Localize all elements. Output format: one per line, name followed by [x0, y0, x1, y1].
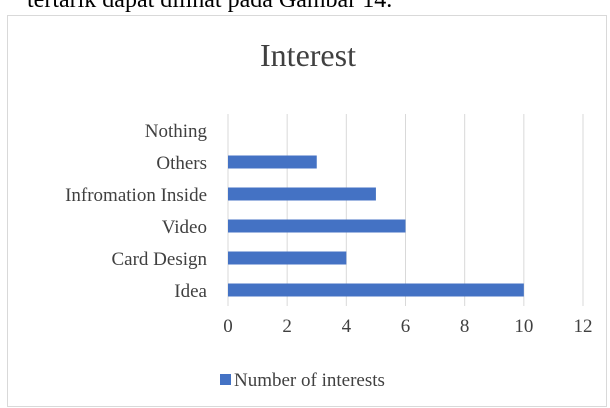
category-label: Card Design	[111, 249, 207, 270]
bar-others	[228, 155, 317, 169]
category-label: Others	[156, 153, 207, 174]
bars	[228, 155, 524, 297]
legend-label: Number of interests	[234, 370, 385, 391]
x-tick-label: 6	[401, 316, 411, 337]
x-tick-label: 2	[282, 316, 292, 337]
x-tick-label: 0	[223, 316, 233, 337]
legend-swatch	[220, 374, 231, 385]
bar-idea	[228, 283, 524, 297]
gridlines	[227, 114, 584, 306]
bar-video	[228, 219, 406, 233]
bar-chart: Interest Idea Card Design Video Infromation…	[65, 37, 592, 391]
x-tick-label: 10	[514, 316, 533, 337]
body-text-line: tertarik dapat dilihat pada Gambar 14.	[27, 0, 393, 13]
bar-infromation-inside	[228, 187, 376, 201]
legend: Number of interests	[220, 370, 385, 391]
x-tick-label: 8	[460, 316, 470, 337]
x-tick-label: 4	[342, 316, 352, 337]
category-label: Nothing	[145, 121, 208, 142]
x-tick-labels: 0 2 4 6 8 10 12	[223, 316, 592, 337]
category-labels: Idea Card Design Video Infromation Inside Ot…	[65, 121, 207, 302]
chart-area: Interest Idea Card Design Video Infromation…	[7, 15, 607, 407]
bar-card-design	[228, 251, 347, 265]
category-label: Infromation Inside	[65, 185, 207, 206]
category-label: Video	[162, 217, 207, 238]
chart-title: Interest	[260, 37, 356, 73]
x-tick-label: 12	[574, 316, 593, 337]
category-label: Idea	[174, 281, 207, 302]
